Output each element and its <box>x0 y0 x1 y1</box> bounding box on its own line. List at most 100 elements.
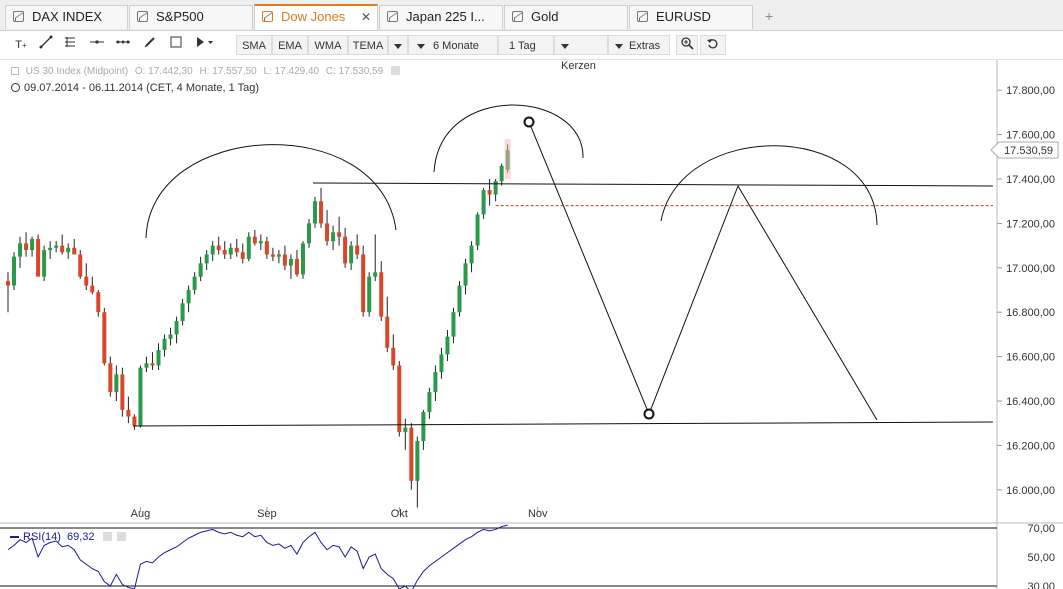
indicator-dropdown[interactable] <box>388 35 408 55</box>
extras-menu[interactable]: Extras <box>608 35 670 55</box>
candle-body <box>30 238 35 251</box>
range-select[interactable]: 6 Monate <box>408 35 498 55</box>
candle <box>72 238 77 255</box>
last-price-label: 17.530,59 <box>1004 145 1053 157</box>
y-tick-label: 17.000,00 <box>1006 263 1055 275</box>
candle <box>469 241 474 273</box>
candle <box>36 234 41 277</box>
candle-body <box>132 416 137 426</box>
fibonacci-tool-button[interactable] <box>62 35 78 55</box>
candle <box>319 187 324 228</box>
y-tick-label: 16.000,00 <box>1006 485 1055 497</box>
last-price-box <box>990 141 1059 159</box>
drawing-arc-head <box>433 104 584 173</box>
price-chart[interactable]: 16.000,00 16.200,00 16.400,00 16.600,00 16.8… <box>0 60 1063 522</box>
legend-close-icon[interactable] <box>390 66 400 75</box>
y-tick-label: 17.400,00 <box>1006 174 1055 186</box>
chevron-down-icon <box>417 43 425 49</box>
channel-tool-button[interactable] <box>114 35 132 55</box>
candle-body <box>433 372 438 393</box>
candle <box>114 365 119 401</box>
candle <box>264 236 269 259</box>
candle <box>198 256 203 282</box>
candle-body <box>168 334 173 339</box>
x-tick-label: Nov <box>528 508 548 520</box>
chart-icon <box>262 11 273 22</box>
interval-select[interactable]: 1 Tag <box>498 35 554 55</box>
candle <box>210 241 215 262</box>
candle <box>168 327 173 346</box>
reset-button[interactable] <box>700 35 726 55</box>
candle <box>313 196 318 228</box>
candle <box>385 296 390 353</box>
wma-button[interactable]: WMA <box>308 35 348 55</box>
y-tick-label: 16.800,00 <box>1006 307 1055 319</box>
candle-body <box>409 427 414 481</box>
tab-eurusd[interactable]: EURUSD <box>629 5 753 29</box>
candle-body <box>457 285 462 313</box>
rsi-label: RSI(14) <box>23 531 61 543</box>
zoom-button[interactable] <box>676 35 698 55</box>
candle <box>427 387 432 419</box>
rsi-close-icon[interactable] <box>116 532 126 541</box>
tab-label: S&P500 <box>156 9 204 24</box>
candle-body <box>252 236 257 244</box>
tab-japan225[interactable]: Japan 225 I... <box>379 5 503 29</box>
rsi-panel[interactable]: 30,00 50,00 70,00 <box>0 522 1063 589</box>
y-axis: 16.000,00 16.200,00 16.400,00 16.600,00 16.8… <box>996 60 1055 522</box>
candle <box>397 361 402 437</box>
candle-body <box>180 303 185 322</box>
candle-body <box>96 292 101 313</box>
tab-label: Dow Jones <box>281 9 346 24</box>
rsi-tick-label: 70,00 <box>1027 523 1055 535</box>
candle-body <box>222 250 227 255</box>
ema-button[interactable]: EMA <box>272 35 308 55</box>
candle-body <box>102 312 107 364</box>
cursor-tool-button[interactable] <box>193 35 215 55</box>
candle-body <box>276 254 281 257</box>
candle <box>367 272 372 317</box>
pen-tool-button[interactable] <box>142 35 158 55</box>
tab-dax[interactable]: DAX INDEX <box>5 5 128 29</box>
candle-body <box>403 427 408 433</box>
tab-label: Japan 225 I... <box>406 9 485 24</box>
hline-tool-button[interactable] <box>88 35 106 55</box>
tema-button[interactable]: TEMA <box>348 35 388 55</box>
candle-body <box>84 276 89 286</box>
candle-body <box>379 272 384 317</box>
candle-body <box>415 440 420 481</box>
close-icon[interactable]: ✕ <box>360 10 371 24</box>
tab-dow-jones[interactable]: Dow Jones ✕ <box>254 4 378 30</box>
close-value: C: 17.530,59 <box>325 66 384 77</box>
candle-body <box>481 190 486 215</box>
text-tool-button[interactable]: T+ <box>15 39 27 51</box>
candle-body <box>216 245 221 251</box>
candle <box>30 236 35 257</box>
chart-type-select[interactable]: Kerzen <box>554 35 608 72</box>
candle-body <box>120 374 125 410</box>
candle-body <box>150 363 155 366</box>
candle-body <box>66 247 71 253</box>
candle <box>228 243 233 259</box>
rsi-settings-icon[interactable] <box>102 532 112 541</box>
candle <box>186 285 191 313</box>
sma-button[interactable]: SMA <box>236 35 272 55</box>
tab-gold[interactable]: Gold <box>504 5 628 29</box>
candle <box>487 179 492 206</box>
rectangle-tool-button[interactable] <box>168 35 184 55</box>
drawing-projection <box>528 121 878 421</box>
add-tab-button[interactable]: + <box>765 8 774 24</box>
drawing-neckline-top <box>312 182 994 187</box>
candle-body <box>349 245 354 264</box>
settings-icon[interactable] <box>11 67 19 75</box>
candle <box>307 218 311 248</box>
candle <box>180 298 185 326</box>
range-value: 6 Monate <box>433 40 479 52</box>
trendline-tool-button[interactable] <box>38 35 54 55</box>
tab-sp500[interactable]: S&P500 <box>129 5 253 29</box>
user-drawings[interactable] <box>132 104 994 427</box>
candle-body <box>391 347 396 366</box>
candle-body <box>373 272 378 277</box>
candle-body <box>300 243 305 275</box>
candle-body <box>355 245 360 255</box>
